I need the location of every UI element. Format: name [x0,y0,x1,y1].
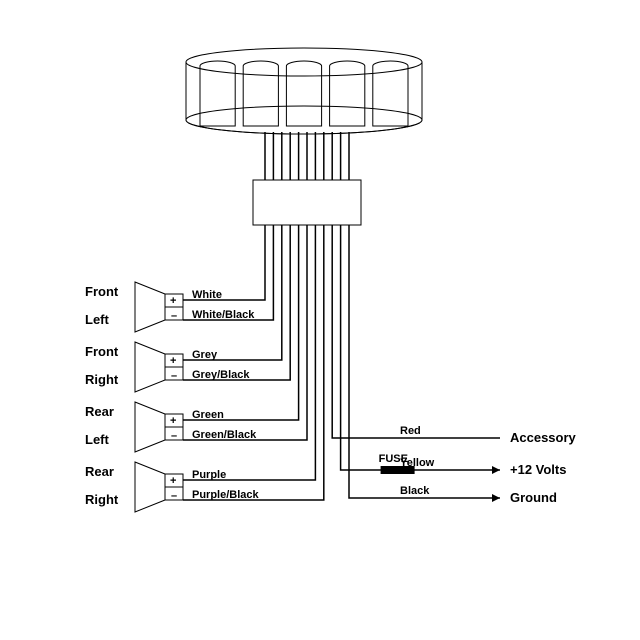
power-color: Red [400,425,421,437]
power-label: +12 Volts [510,462,566,477]
wire-pos-label: White [192,289,222,301]
fuse-icon [381,466,415,474]
head-top [186,48,422,76]
speaker-pos-top: Front [85,284,119,299]
speaker-pos-bot: Right [85,372,119,387]
speaker-pos-bot: Left [85,432,110,447]
speaker-pos-bot: Right [85,492,119,507]
wire-neg-label: White/Black [192,309,255,321]
head-slot-top [330,61,365,66]
speaker-cone [135,402,165,452]
speaker-pos-top: Front [85,344,119,359]
wire-neg-label: Grey/Black [192,369,250,381]
wire-pos-label: Green [192,409,224,421]
power-color: Black [400,485,430,497]
head-slot-top [200,61,235,66]
wire-pos-label: Purple [192,469,226,481]
plus-icon: + [170,295,176,307]
arrow-icon [492,494,500,502]
wire-pos-label: Grey [192,349,218,361]
head-slot-top [373,61,408,66]
head-slot-top [286,61,321,66]
speaker-pos-top: Rear [85,464,114,479]
power-wire [332,243,500,438]
plus-icon: + [170,355,176,367]
wire-pos [183,243,282,360]
minus-icon: – [171,430,177,442]
speaker-cone [135,282,165,332]
power-label: Ground [510,490,557,505]
head-slot [373,66,408,126]
arrow-icon [492,466,500,474]
plus-icon: + [170,415,176,427]
head-slot [286,66,321,126]
plus-icon: + [170,475,176,487]
minus-icon: – [171,490,177,502]
head-bot [186,106,422,134]
head-body [186,62,422,134]
wire-neg-label: Green/Black [192,429,257,441]
speaker-pos-top: Rear [85,404,114,419]
speaker-cone [135,462,165,512]
wire-neg-label: Purple/Black [192,489,260,501]
head-slot [200,66,235,126]
speaker-cone [135,342,165,392]
speaker-pos-bot: Left [85,312,110,327]
head-slot-top [243,61,278,66]
connector-box [253,180,361,225]
fuse-label: FUSE [379,453,408,465]
power-label: Accessory [510,430,577,445]
wire-pos [183,243,315,480]
minus-icon: – [171,370,177,382]
minus-icon: – [171,310,177,322]
